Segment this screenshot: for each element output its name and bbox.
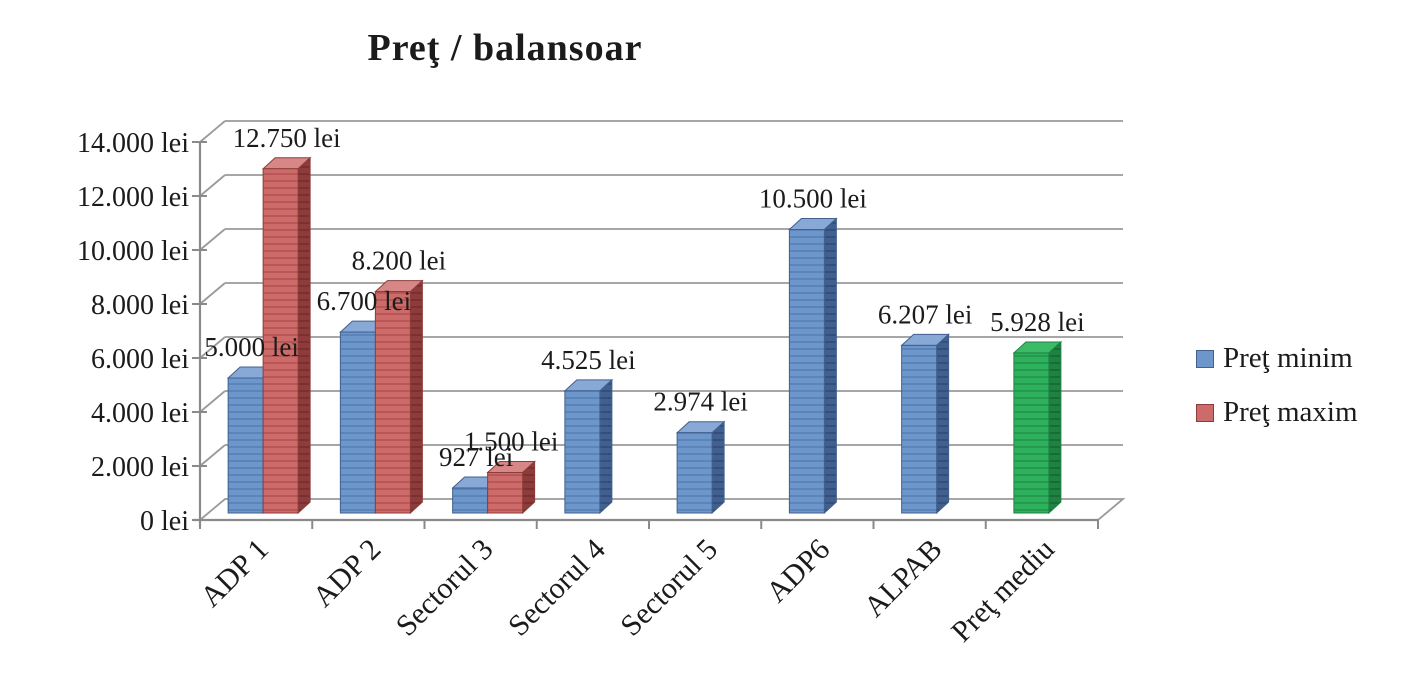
bar-pre-minim-alpab-side	[936, 333, 950, 515]
bar-pre-mediu-pre-mediu	[1013, 352, 1050, 514]
category-label-alpab: ALPAB	[858, 533, 949, 624]
bar-pre-minim-alpab-value-label: 6.207 lei	[878, 299, 973, 329]
chart-legend: Preţ minim Preţ maxim	[1196, 342, 1358, 429]
category-label-adp-1: ADP 1	[194, 533, 275, 614]
gridline-connector	[199, 174, 226, 197]
category-label-adp6: ADP6	[760, 533, 836, 609]
bar-pre-maxim-adp-1	[262, 168, 299, 514]
bar-pre-minim-adp-2	[339, 331, 376, 514]
bar-pre-minim-sectorul-4-side	[599, 378, 613, 515]
bar-pre-minim-sectorul-3	[452, 487, 489, 514]
bar-pre-minim-sectorul-5-side	[711, 420, 725, 515]
bar-pre-maxim-adp-2-side	[409, 279, 423, 515]
gridline-connector	[199, 120, 226, 143]
y-tick-label: 10.000 lei	[77, 236, 189, 267]
bar-pre-minim-adp6-value-label: 10.500 lei	[759, 184, 867, 214]
bar-pre-maxim-adp-2	[374, 291, 411, 514]
y-tick-label: 8.000 lei	[91, 290, 189, 321]
category-label-sectorul-5: Sectorul 5	[614, 533, 724, 643]
legend-item-pret-minim: Preţ minim	[1196, 342, 1358, 375]
bar-pre-minim-adp-1-value-label: 5.000 lei	[204, 332, 299, 362]
gridline-connector	[199, 390, 226, 413]
bar-pre-maxim-adp-2-value-label: 8.200 lei	[352, 246, 447, 276]
bar-pre-mediu-pre-mediu-side	[1048, 340, 1062, 515]
bar-pre-maxim-adp-1-value-label: 12.750 lei	[233, 123, 341, 153]
bar-pre-minim-adp-1	[227, 377, 264, 514]
bar-pre-minim-adp6-side	[823, 217, 837, 515]
legend-item-pret-maxim: Preţ maxim	[1196, 396, 1358, 429]
bar-pre-minim-sectorul-4-value-label: 4.525 lei	[541, 345, 636, 375]
y-tick-label: 12.000 lei	[77, 182, 189, 213]
gridline-connector	[199, 444, 226, 467]
bar-pre-maxim-sectorul-3-value-label: 1.500 lei	[464, 427, 559, 457]
y-tick-label: 6.000 lei	[91, 344, 189, 375]
category-label-sectorul-3: Sectorul 3	[390, 533, 500, 643]
bar-pre-minim-sectorul-5-value-label: 2.974 lei	[653, 387, 748, 417]
gridline-connector	[199, 282, 226, 305]
bar-pre-maxim-adp-1-side	[297, 156, 311, 515]
category-label-adp-2: ADP 2	[306, 533, 387, 614]
bar-pre-minim-sectorul-5	[676, 432, 713, 514]
y-tick-label: 2.000 lei	[91, 452, 189, 483]
bar-pre-minim-alpab	[901, 344, 938, 514]
category-label-pre-mediu: Preţ mediu	[945, 533, 1061, 649]
bar-pre-minim-adp6	[788, 229, 825, 514]
legend-label-pret-maxim: Preţ maxim	[1223, 396, 1358, 428]
y-tick-label: 14.000 lei	[77, 128, 189, 159]
y-tick-label: 0 lei	[140, 506, 189, 537]
chart-floor	[197, 498, 1126, 521]
bar-pre-minim-sectorul-4	[564, 390, 601, 514]
chart-title: Preţ / balansoar	[367, 27, 643, 69]
bar-pre-maxim-sectorul-3	[487, 472, 524, 514]
bar-pre-mediu-pre-mediu-value-label: 5.928 lei	[990, 307, 1085, 337]
gridline-connector	[199, 336, 226, 359]
legend-label-pret-minim: Preţ minim	[1223, 342, 1353, 374]
legend-swatch-pret-maxim-icon	[1196, 403, 1214, 422]
gridline-connector	[199, 228, 226, 251]
bar-pre-minim-adp-2-value-label: 6.700 lei	[317, 286, 412, 316]
bar-pre-minim-sectorul-3-value-label: 927 lei	[439, 442, 513, 472]
y-tick-label: 4.000 lei	[91, 398, 189, 429]
legend-swatch-pret-minim-icon	[1196, 349, 1214, 368]
category-label-sectorul-4: Sectorul 4	[502, 533, 612, 643]
